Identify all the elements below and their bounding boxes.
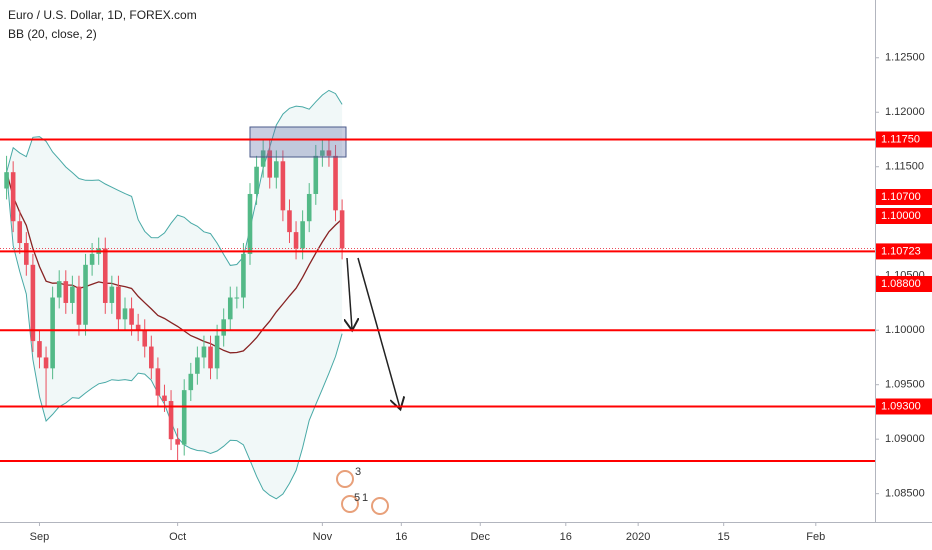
event-icon [336, 470, 354, 488]
level-tag-bg [876, 243, 932, 260]
events: 3 5 1 [336, 466, 389, 515]
candle-body [30, 264, 36, 342]
candle-body [76, 286, 82, 325]
candle-body [234, 297, 240, 299]
candle-body [56, 281, 62, 298]
candle-body [43, 357, 49, 369]
bb-upper [6, 89, 343, 266]
candle-body [109, 286, 115, 303]
event-count: 5 [354, 492, 360, 504]
candle-body [306, 193, 312, 222]
x-tick-label: Oct [169, 531, 186, 543]
y-tick-label: 1.09500 [885, 379, 925, 391]
candle-body [129, 308, 134, 325]
candle-body [293, 232, 299, 249]
candle-body [267, 150, 273, 178]
price-tag-bg [876, 208, 932, 224]
candle-body [287, 210, 292, 233]
candle-body [50, 297, 55, 369]
candle-body [227, 297, 233, 320]
candle-body [24, 243, 29, 265]
candle-body [83, 264, 88, 325]
candle-body [313, 155, 319, 194]
candle-body [260, 150, 266, 167]
arrow [347, 257, 352, 329]
y-tick-label: 1.09000 [885, 433, 925, 445]
candle-body [142, 330, 148, 347]
x-tick-label: Nov [313, 531, 333, 543]
candle-body [4, 172, 9, 189]
candle-body [181, 390, 187, 445]
candle-body [280, 161, 286, 211]
candle-body [247, 193, 253, 254]
x-tick-label: Sep [30, 531, 50, 543]
candle-body [162, 395, 167, 402]
candle-body [254, 166, 259, 194]
x-tick-label: 15 [718, 531, 730, 543]
candle-body [175, 439, 180, 445]
level-tag: 1.11750 [881, 133, 920, 145]
candle-body [214, 335, 220, 369]
candle-body [70, 286, 75, 303]
event-icon [341, 495, 359, 513]
chart-title: Euro / U.S. Dollar, 1D, FOREX.com [8, 8, 197, 22]
x-tick-label: Dec [470, 531, 490, 543]
candle-body [135, 324, 141, 331]
price-tag: 1.08800 [881, 278, 921, 290]
candle-body [149, 346, 154, 369]
level-tag: 1.09300 [881, 400, 921, 412]
level-tag: 1.10723 [881, 245, 921, 257]
x-tick-label: 16 [560, 531, 572, 543]
event-count: 1 [362, 492, 368, 504]
bb-basis [5, 172, 343, 354]
candle-body [333, 155, 338, 211]
candle-body [339, 210, 345, 249]
candle-body [10, 172, 16, 222]
candle-body [195, 357, 200, 374]
y-tick-label: 1.11500 [885, 161, 924, 173]
y-tick-label: 1.12500 [885, 52, 925, 64]
x-tick-label: Feb [806, 531, 825, 543]
price-tag: 1.10700 [881, 191, 921, 203]
candle-body [188, 373, 194, 391]
candle-body [116, 286, 121, 320]
candle-body [326, 150, 332, 156]
candle-body [102, 248, 108, 303]
candle-body [63, 281, 69, 303]
zone-box [249, 126, 347, 158]
candle-body [201, 346, 207, 358]
candle-body [168, 401, 174, 440]
event-count: 3 [355, 466, 361, 478]
candle-body [155, 368, 161, 396]
x-tick-label: 16 [395, 531, 407, 543]
price-tag-bg [876, 189, 932, 205]
candle-body [89, 253, 95, 265]
price-tag-bg [876, 276, 932, 292]
candle-body [274, 161, 279, 178]
candle-body [320, 150, 325, 156]
level-tag-bg [876, 398, 932, 415]
price-tag: 1.10000 [881, 210, 921, 222]
candle-body [241, 253, 246, 298]
y-tick-label: 1.08500 [885, 488, 925, 500]
y-tick-label: 1.10000 [885, 324, 925, 336]
indicator-label: BB (20, close, 2) [8, 27, 97, 41]
candle-body [300, 221, 305, 249]
candle-body [221, 319, 226, 336]
candle-body [208, 346, 213, 369]
candle-body [37, 341, 42, 358]
candle-body [122, 308, 128, 320]
event-icon [371, 497, 389, 515]
candle-body [17, 221, 23, 244]
x-tick-label: 2020 [626, 531, 650, 543]
arrow [357, 257, 400, 408]
y-tick-label: 1.12000 [885, 106, 925, 118]
plot-area [0, 89, 875, 500]
bb-lower [6, 172, 343, 500]
level-tag-bg [876, 131, 932, 148]
